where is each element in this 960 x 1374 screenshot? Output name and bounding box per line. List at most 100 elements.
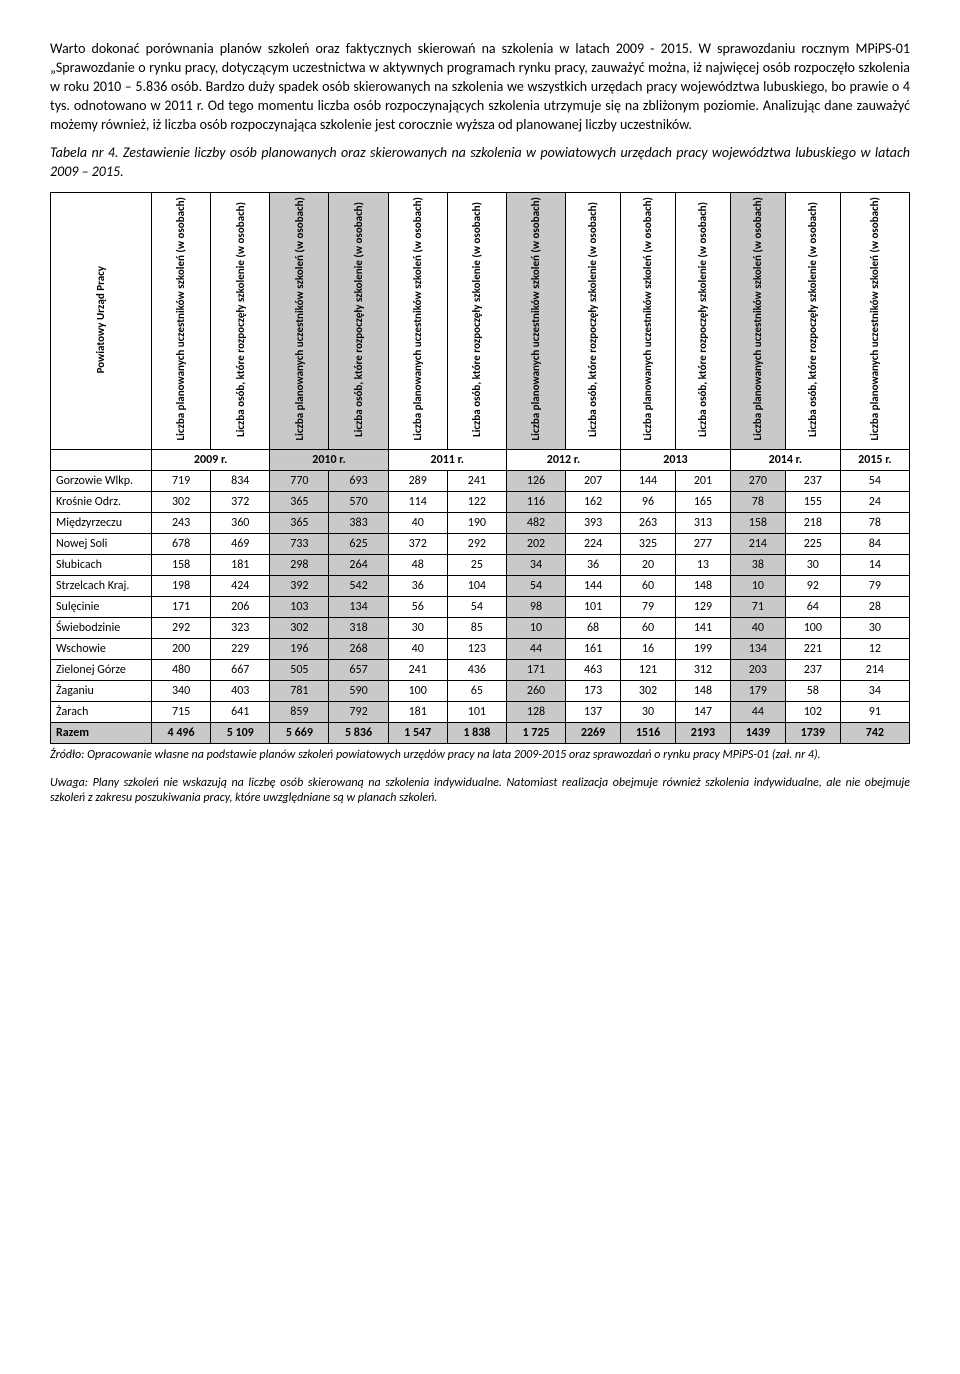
data-cell: 155 xyxy=(785,492,840,513)
data-cell: 302 xyxy=(621,681,676,702)
data-cell: 693 xyxy=(329,471,388,492)
data-cell: 482 xyxy=(506,513,565,534)
data-cell: 372 xyxy=(211,492,270,513)
data-cell: 237 xyxy=(785,660,840,681)
data-cell: 121 xyxy=(621,660,676,681)
data-cell: 181 xyxy=(388,702,447,723)
data-cell: 40 xyxy=(730,618,785,639)
data-cell: 173 xyxy=(566,681,621,702)
data-cell: 71 xyxy=(730,597,785,618)
data-cell: 40 xyxy=(388,513,447,534)
data-cell: 64 xyxy=(785,597,840,618)
data-cell: 214 xyxy=(730,534,785,555)
data-cell: 403 xyxy=(211,681,270,702)
data-cell: 469 xyxy=(211,534,270,555)
total-cell: 1439 xyxy=(730,723,785,744)
data-cell: 144 xyxy=(621,471,676,492)
data-cell: 264 xyxy=(329,555,388,576)
total-cell: 2193 xyxy=(675,723,730,744)
data-cell: 68 xyxy=(566,618,621,639)
data-cell: 657 xyxy=(329,660,388,681)
year-cell: 2009 r. xyxy=(152,450,270,471)
data-cell: 302 xyxy=(270,618,329,639)
data-cell: 719 xyxy=(152,471,211,492)
data-cell: 38 xyxy=(730,555,785,576)
data-cell: 148 xyxy=(675,681,730,702)
data-cell: 96 xyxy=(621,492,676,513)
data-cell: 392 xyxy=(270,576,329,597)
table-row: Nowej Soli678469733625372292202224325277… xyxy=(51,534,910,555)
data-cell: 147 xyxy=(675,702,730,723)
data-cell: 570 xyxy=(329,492,388,513)
year-cell: 2014 r. xyxy=(730,450,840,471)
header-col: Liczba osób, które rozpoczęły szkolenie … xyxy=(675,193,730,450)
row-name: Żaganiu xyxy=(51,681,152,702)
intro-paragraph: Warto dokonać porównania planów szkoleń … xyxy=(50,40,910,134)
data-cell: 289 xyxy=(388,471,447,492)
data-cell: 158 xyxy=(152,555,211,576)
data-cell: 12 xyxy=(840,639,909,660)
data-cell: 206 xyxy=(211,597,270,618)
data-cell: 161 xyxy=(566,639,621,660)
table-row: Międzyrzeczu2433603653834019048239326331… xyxy=(51,513,910,534)
data-cell: 312 xyxy=(675,660,730,681)
data-cell: 36 xyxy=(388,576,447,597)
data-cell: 16 xyxy=(621,639,676,660)
year-cell: 2015 r. xyxy=(840,450,909,471)
data-cell: 480 xyxy=(152,660,211,681)
header-col: Liczba osób, które rozpoczęły szkolenie … xyxy=(329,193,388,450)
data-cell: 30 xyxy=(388,618,447,639)
data-cell: 79 xyxy=(621,597,676,618)
data-cell: 243 xyxy=(152,513,211,534)
data-cell: 40 xyxy=(388,639,447,660)
footnote-source: Źródło: Opracowanie własne na podstawie … xyxy=(50,748,910,764)
data-cell: 218 xyxy=(785,513,840,534)
row-name: Gorzowie Wlkp. xyxy=(51,471,152,492)
header-col: Liczba planowanych uczestników szkoleń (… xyxy=(621,193,676,450)
data-cell: 292 xyxy=(447,534,506,555)
data-cell: 225 xyxy=(785,534,840,555)
data-cell: 10 xyxy=(730,576,785,597)
data-cell: 162 xyxy=(566,492,621,513)
data-cell: 104 xyxy=(447,576,506,597)
data-table: Powiatowy Urząd Pracy Liczba planowanych… xyxy=(50,192,910,744)
data-cell: 196 xyxy=(270,639,329,660)
header-row: Powiatowy Urząd Pracy Liczba planowanych… xyxy=(51,193,910,450)
data-cell: 372 xyxy=(388,534,447,555)
data-cell: 179 xyxy=(730,681,785,702)
data-cell: 116 xyxy=(506,492,565,513)
data-cell: 859 xyxy=(270,702,329,723)
data-cell: 122 xyxy=(447,492,506,513)
data-cell: 14 xyxy=(840,555,909,576)
data-cell: 224 xyxy=(566,534,621,555)
data-cell: 678 xyxy=(152,534,211,555)
data-cell: 36 xyxy=(566,555,621,576)
data-cell: 781 xyxy=(270,681,329,702)
data-cell: 199 xyxy=(675,639,730,660)
header-col: Liczba planowanych uczestników szkoleń (… xyxy=(270,193,329,450)
table-row: Słubicach158181298264482534362013383014 xyxy=(51,555,910,576)
row-name: Sulęcinie xyxy=(51,597,152,618)
row-name: Słubicach xyxy=(51,555,152,576)
data-cell: 44 xyxy=(506,639,565,660)
header-col: Liczba planowanych uczestników szkoleń (… xyxy=(506,193,565,450)
data-cell: 181 xyxy=(211,555,270,576)
header-col: Liczba osób, które rozpoczęły szkolenie … xyxy=(447,193,506,450)
total-cell: 5 669 xyxy=(270,723,329,744)
row-name: Nowej Soli xyxy=(51,534,152,555)
data-cell: 101 xyxy=(447,702,506,723)
data-cell: 10 xyxy=(506,618,565,639)
row-name: Zielonej Górze xyxy=(51,660,152,681)
data-cell: 24 xyxy=(840,492,909,513)
total-cell: 5 109 xyxy=(211,723,270,744)
row-name: Żarach xyxy=(51,702,152,723)
data-cell: 34 xyxy=(840,681,909,702)
data-cell: 318 xyxy=(329,618,388,639)
data-cell: 383 xyxy=(329,513,388,534)
data-cell: 123 xyxy=(447,639,506,660)
header-col: Liczba planowanych uczestników szkoleń (… xyxy=(730,193,785,450)
data-cell: 128 xyxy=(506,702,565,723)
data-cell: 103 xyxy=(270,597,329,618)
header-col: Liczba osób, które rozpoczęły szkolenie … xyxy=(211,193,270,450)
data-cell: 134 xyxy=(329,597,388,618)
